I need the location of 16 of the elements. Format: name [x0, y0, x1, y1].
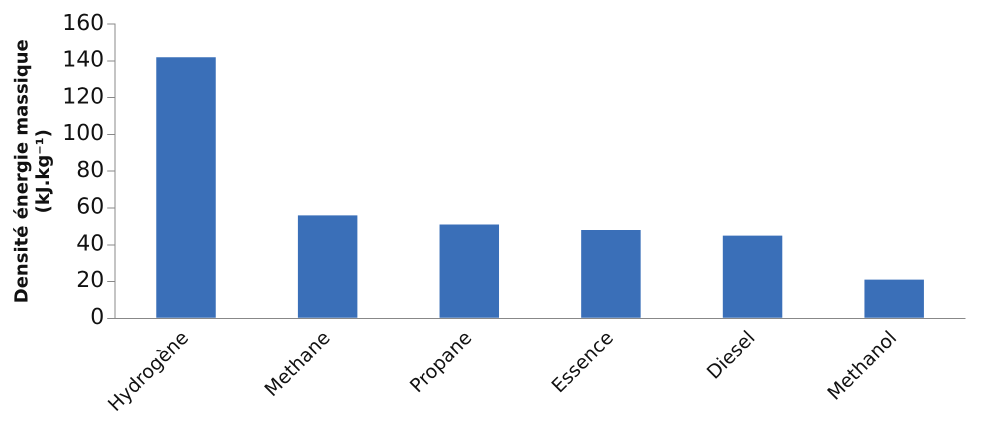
bar [581, 230, 641, 318]
bar [722, 236, 782, 318]
bar [864, 280, 924, 318]
y-tick-label: 100 [62, 121, 104, 146]
y-tick-label: 120 [62, 84, 104, 110]
bar [156, 57, 216, 318]
y-tick-label: 60 [76, 194, 104, 220]
bar [440, 224, 500, 318]
y-tick-label: 160 [62, 10, 104, 36]
bar [298, 215, 358, 318]
y-tick-label: 0 [90, 304, 104, 330]
y-axis-title: Densité énergie massique (kJ.kg⁻¹) [11, 39, 54, 304]
y-tick-label: 80 [76, 158, 104, 183]
y-tick-label: 140 [62, 48, 104, 73]
y-tick-label: 40 [76, 231, 104, 256]
y-tick-label: 20 [76, 268, 104, 294]
